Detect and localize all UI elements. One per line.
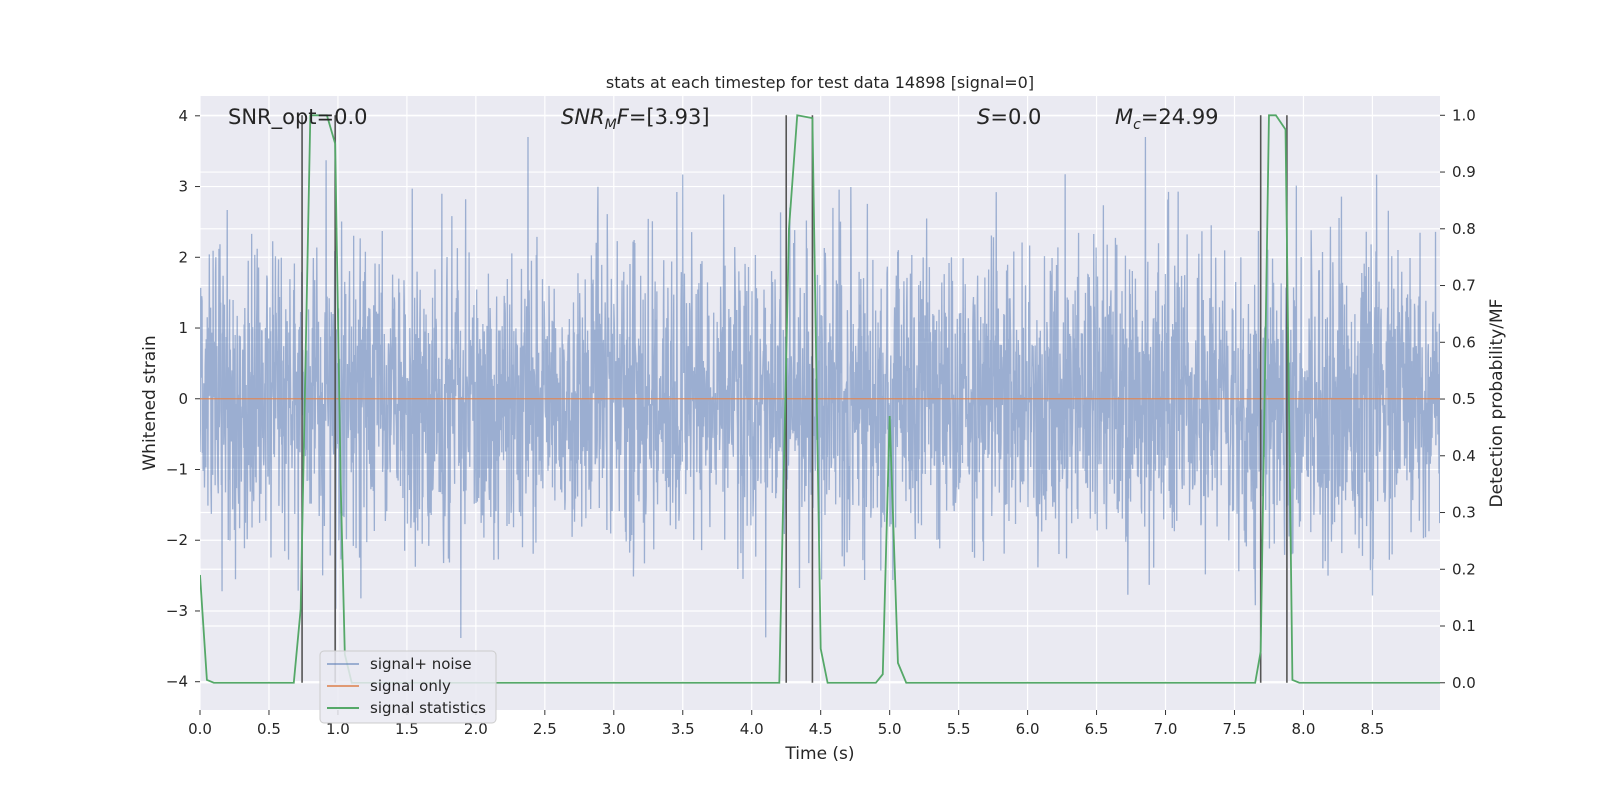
left-y-tick-label: 0	[178, 390, 188, 408]
right-y-tick-label: 0.7	[1452, 277, 1476, 295]
right-y-tick-label: 0.6	[1452, 333, 1476, 351]
right-y-tick-label: 0.0	[1452, 674, 1476, 692]
right-y-tick-label: 1.0	[1452, 106, 1476, 124]
x-tick-label: 5.5	[947, 720, 971, 738]
right-y-tick-label: 0.1	[1452, 617, 1476, 635]
x-tick-label: 8.0	[1292, 720, 1316, 738]
left-y-tick-label: 1	[178, 319, 188, 337]
legend-label-signal-only: signal only	[370, 677, 451, 695]
x-tick-label: 3.5	[671, 720, 695, 738]
left-y-tick-label: −2	[166, 531, 188, 549]
left-y-tick-label: −3	[166, 602, 188, 620]
left-y-tick-label: 4	[178, 107, 188, 125]
right-y-axis-label: Detection probability/MF	[1487, 299, 1507, 508]
annotation-s: S=0.0	[977, 105, 1041, 129]
legend: signal+ noise signal only signal statist…	[319, 650, 497, 724]
annotation-mc: Mc=24.99	[1115, 105, 1219, 133]
x-tick-label: 0.5	[257, 720, 281, 738]
x-tick-label: 4.5	[809, 720, 833, 738]
right-y-tick-label: 0.5	[1452, 390, 1476, 408]
series-signal-statistics	[200, 114, 1440, 684]
x-tick-label: 6.5	[1085, 720, 1109, 738]
x-tick-label: 4.0	[740, 720, 764, 738]
left-y-tick-label: −1	[166, 460, 188, 478]
left-y-axis-label: Whitened strain	[140, 335, 160, 470]
x-tick-label: 2.5	[533, 720, 557, 738]
left-y-tick-label: 2	[178, 248, 188, 266]
legend-box	[319, 650, 497, 724]
x-tick-label: 0.0	[188, 720, 212, 738]
series-signal-noise	[200, 137, 1440, 638]
legend-label-signal-statistics: signal statistics	[370, 699, 486, 717]
left-y-tick-label: −4	[166, 673, 188, 691]
x-tick-label: 7.5	[1223, 720, 1247, 738]
x-axis-label: Time (s)	[784, 744, 854, 764]
chart-title: stats at each timestep for test data 148…	[606, 73, 1034, 92]
right-y-axis-ticks: 0.0 0.1 0.2 0.3 0.4 0.5 0.6 0.7 0.8 0.9 1.0	[1440, 106, 1476, 692]
x-tick-label: 2.0	[464, 720, 488, 738]
x-tick-label: 7.0	[1154, 720, 1178, 738]
x-tick-label: 5.0	[878, 720, 902, 738]
right-y-tick-label: 0.2	[1452, 560, 1476, 578]
x-tick-label: 1.5	[395, 720, 419, 738]
left-y-tick-label: 3	[178, 178, 188, 196]
x-axis-ticks: 0.0 0.5 1.0 1.5 2.0 2.5 3.0 3.5 4.0 4.5 5.0 5.5 6.0 6…	[188, 710, 1384, 738]
detection-markers	[301, 115, 1288, 683]
x-tick-label: 6.0	[1016, 720, 1040, 738]
legend-label-signal-noise: signal+ noise	[370, 655, 472, 673]
annotation-snr-mf: SNRMF=[3.93]	[561, 105, 710, 133]
right-y-tick-label: 0.4	[1452, 447, 1476, 465]
left-y-axis-ticks: −4 −3 −2 −1 0 1 2 3 4	[166, 107, 200, 691]
annotation-snr-opt: SNR_opt=0.0	[228, 105, 368, 130]
right-y-tick-label: 0.3	[1452, 504, 1476, 522]
x-tick-label: 8.5	[1360, 720, 1384, 738]
right-y-tick-label: 0.8	[1452, 220, 1476, 238]
right-y-tick-label: 0.9	[1452, 163, 1476, 181]
x-tick-label: 3.0	[602, 720, 626, 738]
x-tick-label: 1.0	[326, 720, 350, 738]
